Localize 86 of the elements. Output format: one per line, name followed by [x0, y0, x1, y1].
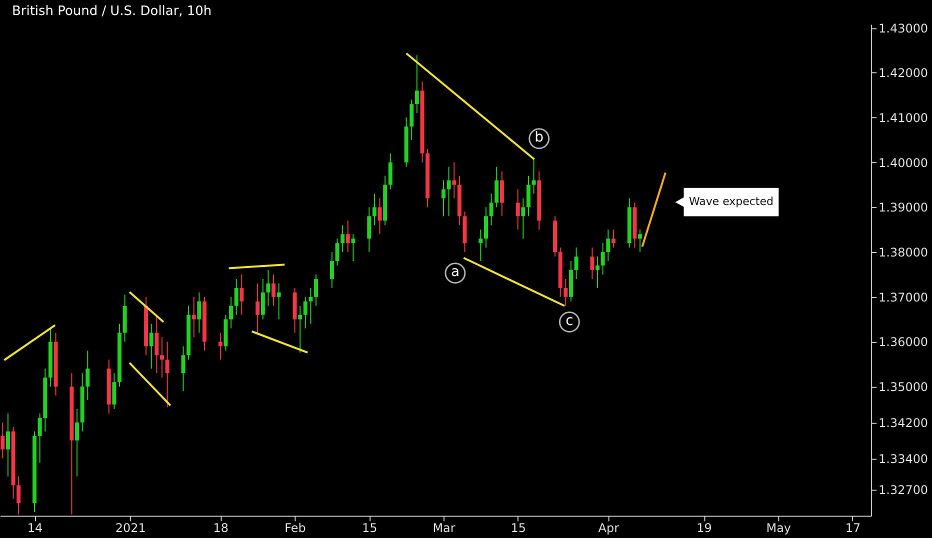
y-tick-label: 1.39000: [878, 200, 928, 215]
candlestick: [229, 296, 234, 329]
candlestick: [160, 336, 164, 378]
candlestick: [335, 238, 340, 266]
candlestick: [340, 224, 345, 253]
candlestick: [234, 278, 238, 316]
candlestick: [600, 242, 605, 275]
candlestick: [532, 158, 536, 194]
annotation: b: [534, 130, 544, 146]
candlestick: [410, 99, 414, 140]
candlestick: [526, 175, 530, 217]
x-tick-label: Mar: [432, 521, 456, 536]
candlestick: [154, 314, 159, 374]
y-tick-label: 1.43000: [878, 21, 928, 36]
x-tick-label: May: [766, 521, 791, 536]
candlestick: [38, 412, 42, 464]
candlestick: [388, 152, 392, 190]
candlestick: [165, 341, 170, 408]
candlestick: [298, 305, 302, 354]
candlestick: [6, 412, 10, 477]
candlestick: [181, 346, 186, 392]
candlestick: [372, 193, 376, 226]
candlestick: [521, 198, 526, 240]
candlestick: [308, 287, 313, 324]
candlestick: [303, 296, 308, 329]
candlestick: [500, 170, 504, 217]
x-tick-label: 15: [510, 521, 526, 536]
candlestick: [192, 296, 196, 338]
candlestick: [0, 422, 5, 459]
x-tick-label: Feb: [284, 521, 306, 536]
candlestick: [330, 252, 334, 288]
candlestick: [590, 247, 594, 280]
candlestick: [638, 229, 642, 253]
chart-title: British Pound / U.S. Dollar, 10h: [12, 4, 212, 19]
candlestick: [606, 229, 610, 262]
candlestick: [442, 180, 446, 217]
candlestick: [478, 229, 483, 262]
x-tick-label: 17: [845, 521, 861, 536]
candlestick: [75, 408, 80, 477]
candlestick: [611, 229, 616, 248]
candlestick: [414, 54, 419, 114]
x-tick-label: 2021: [115, 521, 146, 536]
x-tick-label: 15: [362, 521, 378, 536]
y-tick-label: 1.38000: [878, 246, 928, 260]
candlestick: [272, 274, 276, 306]
x-tick-label: Apr: [598, 521, 620, 536]
x-tick-label: 14: [27, 521, 43, 536]
y-tick-label: 1.40000: [878, 156, 928, 170]
y-tick-label: 1.37000: [878, 290, 928, 304]
candlestick: [149, 323, 154, 370]
candlestick: [260, 278, 265, 320]
candlestick: [16, 476, 21, 515]
y-tick-label: 1.32700: [878, 483, 928, 498]
x-tick-label: 19: [696, 521, 712, 536]
candlestick: [378, 198, 382, 235]
candlestick: [112, 372, 116, 410]
x-tick-label: 18: [213, 521, 229, 536]
y-tick-label: 1.34200: [878, 416, 928, 430]
candlestick: [596, 256, 600, 288]
candlestick: [276, 282, 281, 320]
candlestick: [516, 188, 520, 230]
candlestick: [564, 278, 568, 306]
candlestick: [218, 332, 222, 360]
candlestick: [266, 270, 270, 306]
y-tick-label: 1.33400: [878, 452, 928, 466]
candlestick: [367, 206, 372, 253]
annotation: a: [450, 264, 460, 280]
candlestick: [240, 274, 244, 316]
candlestick: [351, 234, 356, 262]
candlestick: [86, 350, 90, 401]
candlestick: [452, 162, 456, 199]
candlestick: [197, 292, 202, 334]
candlestick: [256, 282, 260, 334]
candlestick: [314, 274, 318, 306]
annotation: Wave expected: [689, 195, 774, 208]
candlestick: [346, 220, 350, 253]
y-tick-label: 1.35000: [878, 380, 928, 394]
annotation: c: [566, 313, 574, 330]
candlestick: [446, 166, 451, 217]
y-tick-label: 1.41000: [878, 111, 928, 126]
candlestick: [494, 166, 499, 208]
y-tick-label: 1.36000: [878, 335, 928, 350]
y-tick-label: 1.42000: [878, 66, 928, 80]
candlestick: [489, 193, 494, 226]
candlestick: [484, 206, 488, 248]
candlestick: [574, 247, 578, 280]
